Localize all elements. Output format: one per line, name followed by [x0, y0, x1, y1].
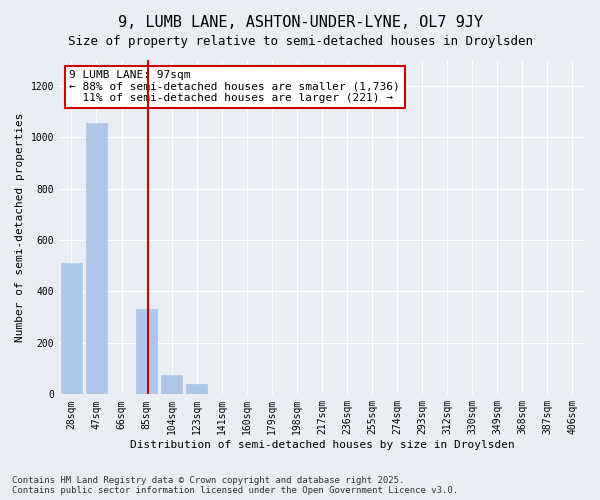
Bar [86, 123, 107, 394]
Bar [186, 384, 208, 394]
Text: Size of property relative to semi-detached houses in Droylsden: Size of property relative to semi-detach… [67, 35, 533, 48]
Text: 9 LUMB LANE: 97sqm
← 88% of semi-detached houses are smaller (1,736)
  11% of se: 9 LUMB LANE: 97sqm ← 88% of semi-detache… [70, 70, 400, 103]
Y-axis label: Number of semi-detached properties: Number of semi-detached properties [15, 112, 25, 342]
Bar [161, 375, 182, 394]
Bar [136, 310, 157, 394]
X-axis label: Distribution of semi-detached houses by size in Droylsden: Distribution of semi-detached houses by … [130, 440, 514, 450]
Text: Contains HM Land Registry data © Crown copyright and database right 2025.
Contai: Contains HM Land Registry data © Crown c… [12, 476, 458, 495]
Text: 9, LUMB LANE, ASHTON-UNDER-LYNE, OL7 9JY: 9, LUMB LANE, ASHTON-UNDER-LYNE, OL7 9JY [118, 15, 482, 30]
Bar [61, 263, 82, 394]
